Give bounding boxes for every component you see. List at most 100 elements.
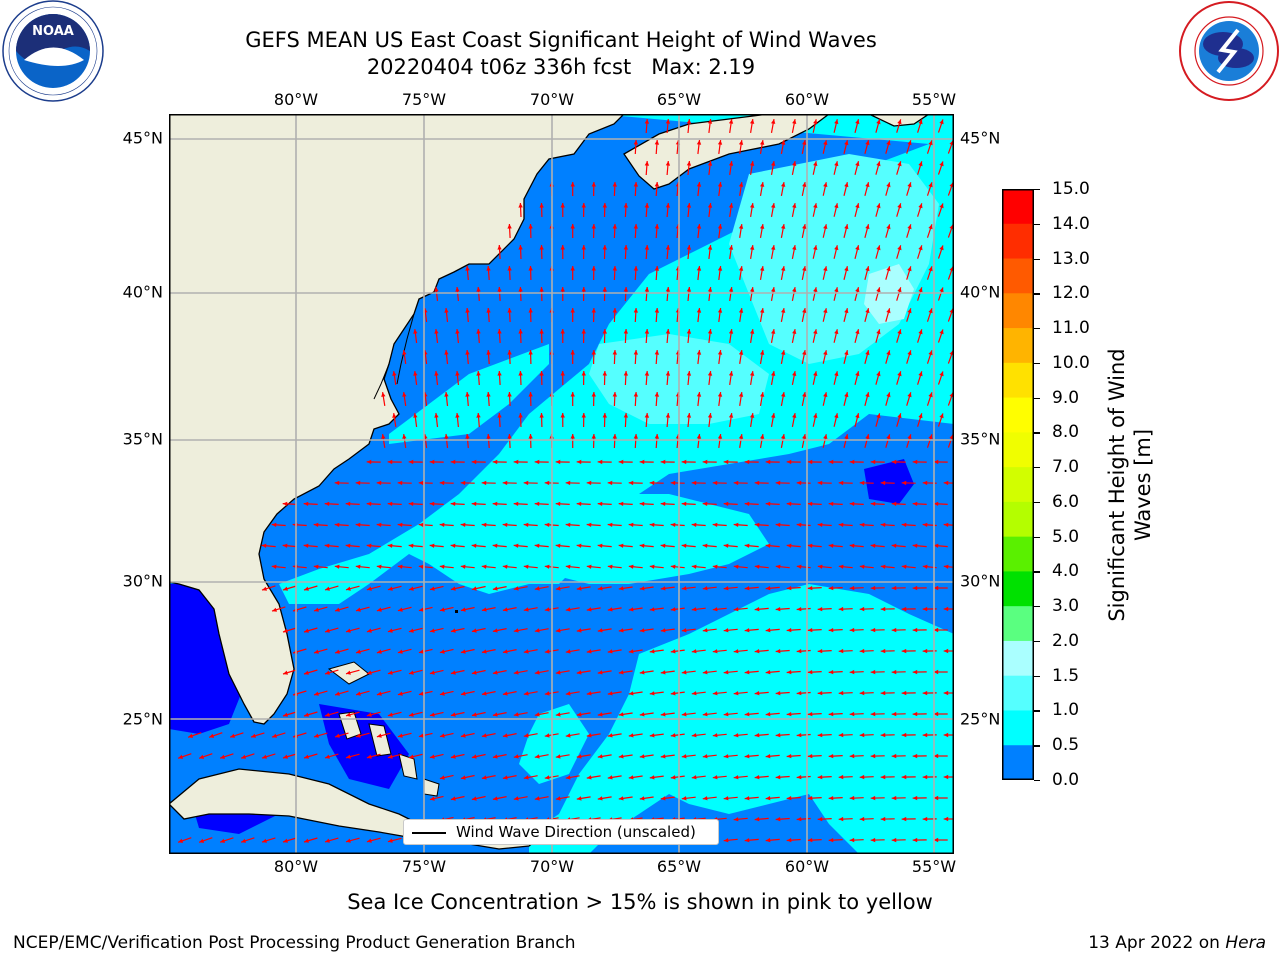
wave-arrow-head — [738, 266, 744, 271]
wave-arrow-head — [707, 203, 713, 208]
wave-arrow-head — [303, 501, 309, 506]
wave-arrow-head — [922, 690, 928, 696]
wave-arrow-head — [855, 119, 860, 125]
wave-arrow-head — [418, 691, 424, 696]
wave-arrow-head — [649, 775, 655, 780]
wave-arrow-head — [733, 564, 739, 569]
wave-arrow-head — [707, 161, 713, 166]
wave-arrow-head — [712, 733, 718, 738]
colorbar-title-line2: Waves [m] — [1131, 428, 1155, 542]
lon-tick-bottom: 70°W — [529, 857, 575, 876]
wave-arrow-head — [775, 691, 781, 696]
wave-arrow-head — [939, 203, 944, 209]
wave-arrow-head — [413, 371, 418, 376]
wave-arrow-head — [933, 459, 939, 465]
wave-arrow-head — [439, 480, 445, 486]
colorbar-tick-label: 1.0 — [1052, 700, 1080, 721]
wave-arrow-head — [775, 775, 781, 780]
wave-arrow-head — [397, 522, 403, 527]
wave-arrow-head — [886, 182, 891, 188]
colorbar-tick — [1034, 397, 1040, 399]
colorbar-swatch — [1002, 397, 1034, 433]
wave-arrow-head — [644, 287, 650, 292]
lon-tick-top: 60°W — [784, 90, 830, 109]
wave-arrow-head — [513, 501, 519, 506]
wave-arrow-head — [591, 224, 596, 229]
wave-arrow-head — [497, 329, 502, 334]
wave-arrow-head — [775, 733, 781, 738]
wave-arrow-head — [397, 733, 403, 738]
wave-arrow-head — [471, 796, 477, 801]
wave-arrow-head — [897, 245, 902, 251]
wave-arrow-head — [402, 434, 407, 439]
wave-arrow-head — [576, 712, 582, 717]
wave-arrow-head — [555, 586, 561, 591]
lon-tick-top: 75°W — [401, 90, 447, 109]
wave-arrow-head — [738, 350, 744, 355]
wave-arrow-head — [623, 245, 628, 250]
wave-arrow-head — [639, 628, 645, 633]
map-frame — [169, 114, 954, 854]
wave-arrow-head — [712, 649, 718, 654]
wave-arrow-head — [760, 182, 765, 187]
wave-arrow-head — [696, 224, 702, 229]
wave-arrow-head — [534, 712, 540, 717]
wave-arrow-head — [230, 733, 235, 738]
wave-arrow-head — [760, 392, 765, 397]
colorbar-swatch — [1002, 362, 1034, 399]
wave-arrow-head — [387, 670, 393, 675]
wave-arrow-head — [855, 245, 860, 251]
wave-arrow-head — [518, 371, 523, 376]
wave-arrow-head — [754, 649, 760, 654]
wave-arrow-head — [523, 733, 529, 738]
wave-arrow-head — [750, 245, 755, 250]
wave-arrow-head — [502, 564, 508, 569]
wave-arrow-head — [366, 754, 372, 759]
wave-arrow-head — [849, 585, 855, 591]
lon-tick-top: 70°W — [529, 90, 575, 109]
wave-arrow-head — [444, 392, 449, 397]
wave-arrow-head — [702, 754, 708, 759]
wave-arrow-head — [471, 543, 477, 548]
wave-arrow-head — [859, 564, 865, 569]
wave-arrow-head — [397, 564, 403, 569]
wave-arrow-head — [771, 119, 776, 124]
wave-arrow-head — [649, 522, 655, 527]
wave-arrow-head — [486, 266, 491, 271]
chart-title: GEFS MEAN US East Coast Significant Heig… — [245, 28, 877, 52]
wave-arrow-head — [381, 434, 386, 439]
wave-arrow-head — [602, 413, 607, 418]
wave-arrow-head — [471, 459, 477, 465]
wave-arrow-head — [376, 691, 382, 696]
wave-arrow-head — [607, 480, 613, 486]
wave-arrow-head — [507, 434, 512, 439]
wave-arrow-head — [702, 628, 708, 633]
wave-arrow-head — [855, 203, 860, 209]
wave-arrow-head — [696, 434, 702, 439]
wave-arrow-head — [760, 224, 765, 229]
wave-arrow-head — [834, 203, 839, 209]
wave-arrow-head — [876, 287, 881, 293]
wave-arrow-head — [465, 392, 470, 397]
wave-arrow-head — [670, 775, 676, 780]
wave-arrow-head — [943, 606, 949, 612]
wave-arrow-head — [728, 413, 734, 418]
wave-arrow-head — [345, 543, 351, 548]
wave-arrow-head — [792, 329, 797, 334]
wave-arrow-head — [712, 775, 718, 780]
wave-arrow-head — [602, 245, 607, 250]
wave-arrow-head — [880, 564, 886, 569]
wave-arrow-head — [876, 203, 881, 209]
wave-arrow-head — [918, 329, 923, 335]
wave-arrow-head — [644, 371, 650, 376]
wave-arrow-head — [429, 501, 435, 506]
colorbar-tick — [1034, 710, 1040, 712]
wave-arrow-head — [586, 480, 592, 486]
wave-arrow-head — [387, 754, 393, 759]
wave-arrow-head — [817, 817, 823, 822]
wave-arrow-head — [933, 795, 939, 801]
wave-arrow-head — [792, 161, 797, 166]
wave-arrow-head — [654, 224, 660, 229]
wave-arrow-head — [870, 585, 876, 591]
wave-arrow-head — [366, 459, 372, 465]
